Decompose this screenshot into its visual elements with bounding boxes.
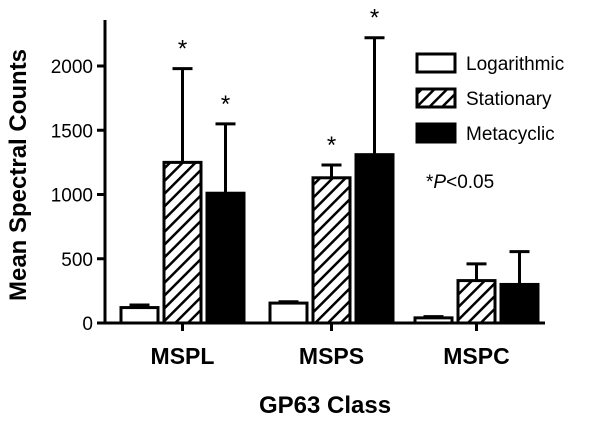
y-tick-label: 2000: [51, 57, 93, 78]
y-axis-title: Mean Spectral Counts: [5, 49, 32, 301]
bar-mspc-logarithmic: [413, 316, 454, 325]
y-tick-label: 0: [82, 314, 93, 335]
legend-swatch-logarithmic: [415, 52, 457, 74]
bar-mspl-metacyclic: [205, 191, 246, 325]
bar-msps-stationary: [311, 176, 352, 325]
y-tick-label: 1500: [51, 121, 93, 142]
significance-star: *: [221, 91, 230, 118]
y-axis-ticks: 0 500 1000 1500 2000: [51, 57, 105, 335]
x-tick-label-msps: MSPS: [299, 343, 364, 369]
x-tick-label-mspc: MSPC: [443, 343, 509, 369]
bar-mspc-stationary: [456, 279, 497, 325]
y-tick-label: 1000: [51, 186, 93, 207]
significance-note: *P<0.05: [426, 172, 494, 193]
bar-msps-logarithmic: [268, 301, 309, 325]
bar-mspc-metacyclic: [499, 282, 540, 325]
legend: Logarithmic Stationary Metacyclic: [415, 52, 564, 145]
y-tick-label: 500: [61, 250, 93, 271]
x-tick-label-mspl: MSPL: [151, 343, 215, 369]
bars-group: * * * *: [119, 5, 540, 325]
legend-swatch-metacyclic: [415, 122, 457, 144]
significance-star: *: [370, 5, 379, 32]
legend-swatch-stationary: [415, 87, 457, 109]
legend-label-logarithmic: Logarithmic: [466, 54, 564, 75]
x-axis-title: GP63 Class: [259, 392, 391, 419]
bar-mspl-stationary: [162, 160, 203, 325]
x-axis-ticks: MSPL MSPS MSPC: [151, 323, 510, 369]
significance-star: *: [178, 36, 187, 63]
legend-label-stationary: Stationary: [466, 89, 552, 110]
legend-label-metacyclic: Metacyclic: [466, 124, 555, 145]
bar-mspl-logarithmic: [119, 306, 160, 325]
bar-msps-metacyclic: [354, 153, 395, 325]
significance-star: *: [327, 132, 336, 159]
